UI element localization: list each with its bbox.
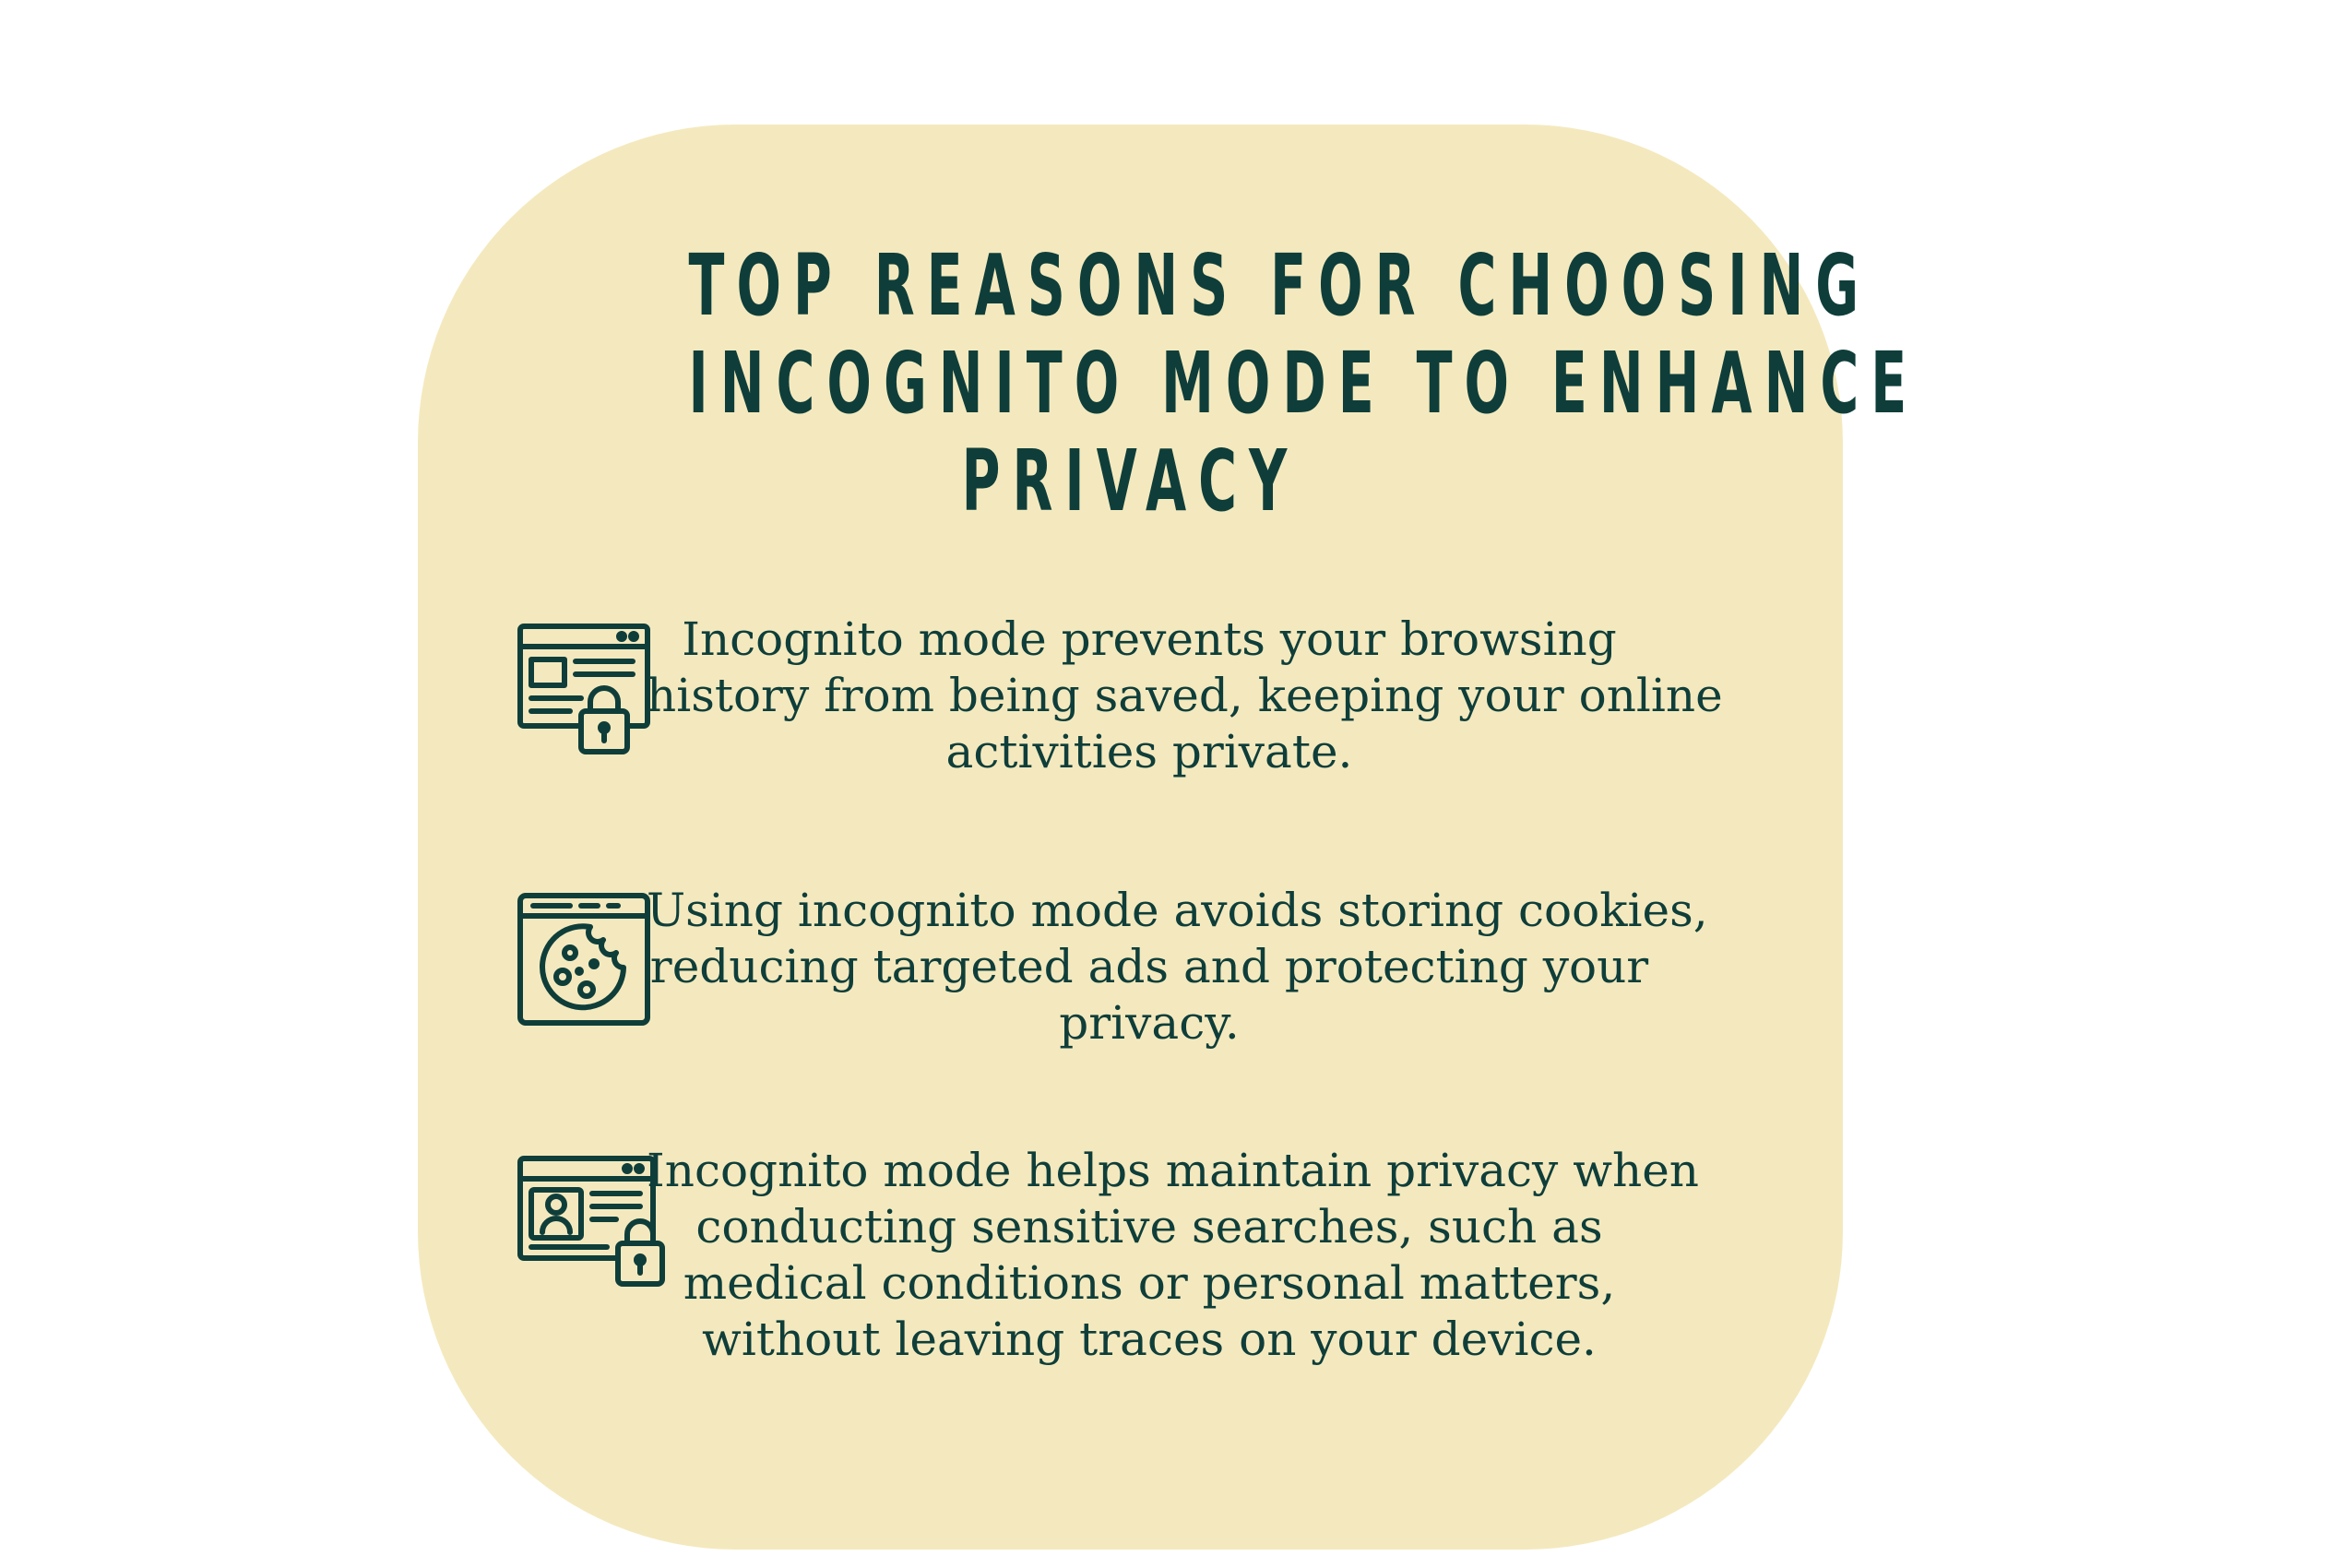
card-title-line: Top Reasons for Choosing xyxy=(688,236,1871,335)
reason-text-line: medical conditions or personal matters, xyxy=(683,1256,1616,1310)
browser-profile-lock-icon xyxy=(515,1153,671,1291)
reason-text-line: Incognito mode helps maintain privacy wh… xyxy=(647,1144,1699,1197)
reason-text-line: activities private. xyxy=(945,725,1353,778)
card-title: Top Reasons for Choosing Incognito Mode … xyxy=(688,236,1919,530)
reason-text: Using incognito mode avoids storing cook… xyxy=(647,883,1708,1051)
browser-lock-icon xyxy=(515,621,653,759)
reason-text-line: Using incognito mode avoids storing cook… xyxy=(647,884,1708,937)
reason-text-line: privacy. xyxy=(1059,996,1240,1050)
reason-text-line: reducing targeted ads and protecting you… xyxy=(649,940,1649,993)
reason-text-line: conducting sensitive searches, such as xyxy=(695,1200,1603,1253)
browser-cookie-icon xyxy=(515,890,653,1028)
card-title-line: Incognito Mode to Enhance xyxy=(688,334,1919,433)
reason-text: Incognito mode prevents your browsing hi… xyxy=(647,612,1723,780)
reason-text-line: without leaving traces on your device. xyxy=(702,1313,1597,1366)
reason-text-line: Incognito mode prevents your browsing xyxy=(682,612,1617,666)
reason-text: Incognito mode helps maintain privacy wh… xyxy=(647,1143,1699,1368)
card-title-line: Privacy xyxy=(961,432,1300,530)
reasons-card: Top Reasons for Choosing Incognito Mode … xyxy=(418,125,1919,1550)
reason-text-line: history from being saved, keeping your o… xyxy=(647,669,1723,722)
